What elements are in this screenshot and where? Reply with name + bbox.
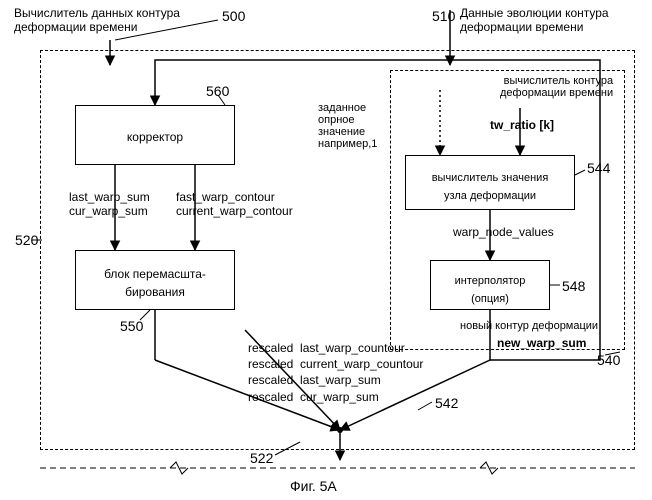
warp-calc-label: вычислитель значения узла деформации — [432, 172, 549, 202]
left-signals-1: last_warp_sum cur_warp_sum — [69, 190, 150, 218]
n540: 540 — [597, 352, 620, 368]
n500: 500 — [222, 8, 245, 24]
interp-box: интерполятор (опция) — [430, 260, 550, 310]
ref-value-label: заданное опрное значение например,1 — [318, 102, 377, 150]
top-right-label: Данные эволюции контура деформации време… — [460, 6, 609, 34]
new-warp-sum-label: new_warp_sum — [497, 336, 586, 350]
right-reg-label: вычислитель контура деформации времени — [500, 75, 613, 99]
interp-label: интерполятор (опция) — [455, 275, 526, 305]
warp-node-label: warp_node_values — [453, 225, 554, 239]
left-signals-2: fast_warp_contour current_warp_contour — [176, 190, 293, 218]
new-contour-label: новый контур деформации — [460, 320, 598, 332]
n542: 542 — [435, 395, 458, 411]
warp-calc-box: вычислитель значения узла деформации — [405, 155, 575, 210]
n550: 550 — [120, 318, 143, 334]
n560: 560 — [206, 83, 229, 99]
n548: 548 — [562, 278, 585, 294]
rescaler-box: блок перемасшта- бирования — [75, 250, 235, 310]
top-left-label: Вычислитель данных контура деформации вр… — [14, 6, 180, 34]
n522: 522 — [250, 450, 273, 466]
rescaler-label: блок перемасшта- бирования — [104, 267, 206, 299]
corrector-box: корректор — [75, 105, 235, 165]
n520: 520 — [15, 232, 38, 248]
tw-ratio-label: tw_ratio [k] — [490, 118, 554, 132]
fig-label: Фиг. 5A — [290, 478, 337, 494]
rescaled-label: rescaled last_warp_countour rescaled cur… — [248, 340, 423, 405]
corrector-label: корректор — [127, 130, 183, 144]
n510: 510 — [432, 8, 455, 24]
n544: 544 — [587, 160, 610, 176]
